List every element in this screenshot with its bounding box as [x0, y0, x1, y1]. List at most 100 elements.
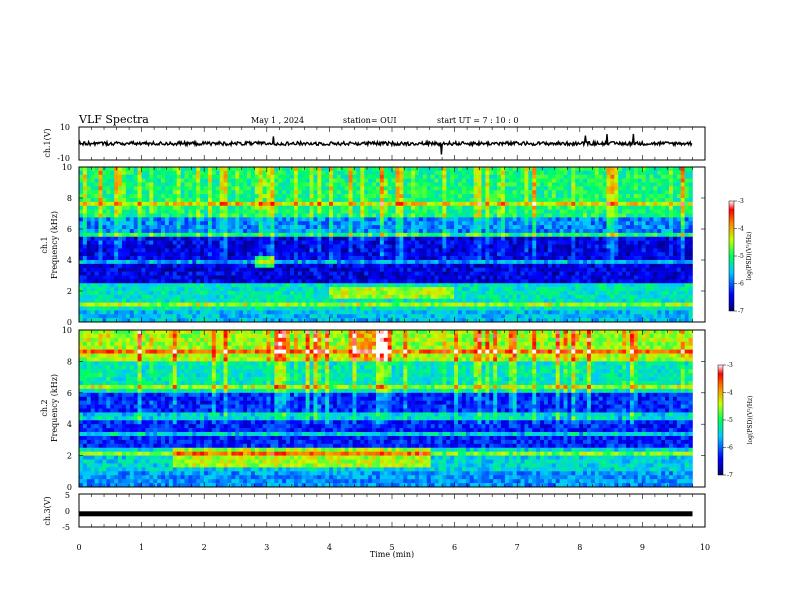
- spectrogram-cell: [114, 267, 119, 272]
- spectrogram-cell: [254, 209, 260, 214]
- spectrogram-cell: [438, 170, 443, 176]
- spectrogram-cell: [200, 213, 205, 218]
- spectrogram-cell: [176, 194, 181, 199]
- spectrogram-cell: [282, 229, 287, 234]
- spectrogram-cell: [641, 260, 646, 265]
- spectrogram-cell: [94, 225, 99, 230]
- spectrogram-cell: [164, 186, 170, 191]
- spectrogram-cell: [86, 167, 92, 172]
- spectrogram-cell: [512, 244, 517, 249]
- spectrogram-cell: [192, 271, 197, 276]
- spectrogram-cell: [602, 182, 607, 187]
- spectrogram-cell: [266, 244, 271, 249]
- spectrogram-cell: [610, 267, 615, 272]
- spectrogram-cell: [145, 174, 150, 179]
- spectrogram-cell: [450, 205, 455, 210]
- spectrogram-cell: [211, 279, 217, 284]
- spectrogram-cell: [383, 232, 388, 238]
- spectrogram-cell: [583, 275, 588, 280]
- spectrogram-cell: [590, 279, 596, 284]
- spectrogram-cell: [192, 194, 197, 199]
- spectrogram-cell: [395, 252, 400, 257]
- spectrogram-cell: [575, 229, 580, 234]
- spectrogram-cell: [594, 209, 599, 214]
- spectrogram-cell: [161, 182, 166, 187]
- spectrogram-cell: [290, 198, 295, 203]
- spectrogram-cell: [641, 271, 646, 276]
- spectrogram-cell: [626, 279, 631, 284]
- spectrogram-cell: [504, 217, 510, 222]
- spectrogram-cell: [610, 174, 615, 179]
- spectrogram-cell: [563, 275, 568, 280]
- spectrogram-cell: [297, 170, 303, 176]
- spectrogram-cell: [360, 167, 365, 172]
- spectrogram-cell: [360, 240, 365, 245]
- spectrogram-cell: [227, 240, 232, 245]
- spectrogram-cell: [481, 217, 486, 222]
- spectrogram-cell: [239, 232, 244, 238]
- spectrogram-cell: [332, 182, 338, 187]
- spectrogram-cell: [207, 221, 213, 226]
- spectrogram-cell: [247, 167, 252, 172]
- spectrogram-cell: [407, 201, 412, 207]
- spectrogram-cell: [317, 256, 322, 261]
- spectrogram-cell: [497, 229, 502, 234]
- spectrogram-cell: [422, 205, 428, 210]
- spectrogram-cell: [340, 271, 346, 276]
- spectrogram-cell: [528, 260, 533, 265]
- spectrogram-cell: [520, 209, 525, 214]
- spectrogram-cell: [473, 279, 478, 284]
- spectrogram-cell: [301, 263, 306, 269]
- spectrogram-cell: [278, 283, 283, 288]
- spectrogram-cell: [360, 178, 365, 183]
- spectrogram-cell: [524, 229, 529, 234]
- spectrogram-cell: [235, 263, 240, 269]
- spectrogram-cell: [485, 205, 490, 210]
- spectrogram-cell: [508, 209, 514, 214]
- spectrogram-cell: [399, 279, 404, 284]
- spectrogram-cell: [290, 178, 295, 183]
- spectrogram-cell: [458, 217, 463, 222]
- spectrogram-cell: [379, 198, 385, 203]
- spectrogram-cell: [438, 201, 443, 207]
- spectrogram-cell: [641, 209, 646, 214]
- spectrogram-cell: [200, 225, 205, 230]
- spectrogram-cell: [555, 279, 560, 284]
- spectrogram-cell: [282, 260, 287, 265]
- spectrogram-cell: [684, 221, 689, 226]
- spectrogram-cell: [110, 271, 115, 276]
- spectrogram-cell: [485, 260, 490, 265]
- spectrogram-cell: [489, 217, 494, 222]
- spectrogram-cell: [340, 263, 346, 269]
- spectrogram-cell: [391, 244, 396, 249]
- spectrogram-cell: [508, 271, 514, 276]
- spectrogram-cell: [344, 194, 349, 199]
- spectrogram-cell: [145, 217, 150, 222]
- spectrogram-cell: [407, 256, 412, 261]
- spectrogram-cell: [168, 209, 174, 214]
- spectrogram-cell: [594, 221, 599, 226]
- spectrogram-cell: [375, 174, 381, 179]
- spectrogram-cell: [372, 283, 377, 288]
- spectrogram-cell: [161, 244, 166, 249]
- spectrogram-cell: [688, 217, 693, 222]
- spectrogram-cell: [102, 236, 107, 241]
- spectrogram-cell: [481, 260, 486, 265]
- spectrogram-cell: [176, 236, 181, 241]
- spectrogram-cell: [516, 263, 521, 269]
- spectrogram-cell: [348, 201, 353, 207]
- spectrogram-cell: [266, 260, 271, 265]
- spectrogram-cell: [645, 232, 650, 238]
- spectrogram-cell: [598, 283, 603, 288]
- spectrogram-cell: [579, 236, 584, 241]
- spectrogram-cell: [254, 271, 260, 276]
- spectrogram-cell: [579, 267, 584, 272]
- spectrogram-cell: [364, 256, 369, 261]
- spectrogram-cell: [688, 271, 693, 276]
- spectrogram-cell: [403, 209, 408, 214]
- spectrogram-cell: [137, 170, 142, 176]
- spectrogram-cell: [450, 260, 455, 265]
- spectrogram-cell: [309, 271, 314, 276]
- spectrogram-cell: [336, 170, 342, 176]
- spectrogram-cell: [133, 167, 138, 172]
